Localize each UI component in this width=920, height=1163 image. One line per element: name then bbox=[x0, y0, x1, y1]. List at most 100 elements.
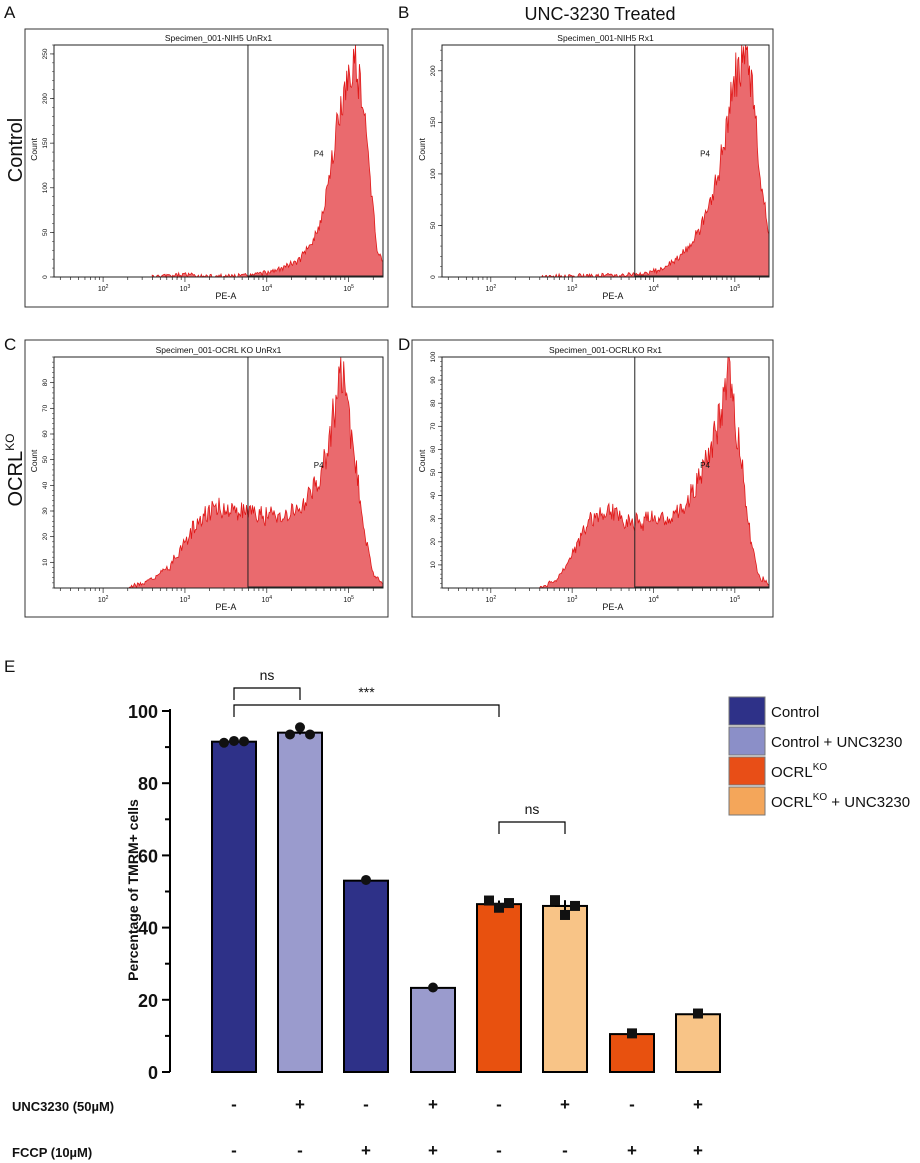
panel-d-y-tick-label: 10 bbox=[430, 561, 437, 569]
unc3230-sign: - bbox=[496, 1095, 502, 1114]
y-axis-label: Percentage of TMRM+ cells bbox=[125, 799, 141, 981]
data-point bbox=[550, 895, 560, 906]
y-tick-label: 40 bbox=[138, 919, 158, 939]
significance-bracket bbox=[233, 704, 500, 717]
panel-d-x-tick-label: 103 bbox=[567, 595, 578, 604]
panel-c-y-label: Count bbox=[29, 449, 39, 472]
y-tick-label: 100 bbox=[128, 702, 158, 722]
panel-b-plot-area bbox=[441, 44, 770, 278]
panel-d-x-label: PE-A bbox=[602, 602, 623, 612]
bar-4 bbox=[410, 986, 456, 1074]
unc3230-sign: + bbox=[428, 1095, 438, 1114]
panel-a-y-tick-label: 150 bbox=[42, 137, 49, 148]
panel-d-y-tick-label: 100 bbox=[430, 351, 437, 362]
panel-d-y-label: Count bbox=[417, 449, 427, 472]
legend-swatch bbox=[728, 726, 766, 756]
fccp-sign: - bbox=[496, 1141, 502, 1160]
panel-b-x-tick-label: 102 bbox=[486, 284, 497, 293]
panel-b-title: Specimen_001-NIH5 Rx1 bbox=[557, 33, 654, 43]
panel-a-y-label: Count bbox=[29, 137, 39, 160]
legend-swatch bbox=[728, 786, 766, 816]
unc3230-sign: - bbox=[629, 1095, 635, 1114]
panel-b-gate-label: P4 bbox=[700, 149, 710, 158]
panel-a-x-label: PE-A bbox=[215, 291, 236, 301]
panel-b-x-tick-label: 104 bbox=[648, 284, 659, 293]
bar-8 bbox=[675, 1013, 721, 1073]
panel-d-y-tick-label: 50 bbox=[430, 469, 437, 477]
fccp-sign: + bbox=[627, 1141, 637, 1160]
data-point bbox=[693, 1008, 703, 1019]
panel-b-y-label: Count bbox=[417, 137, 427, 160]
unc3230-sign: + bbox=[693, 1095, 703, 1114]
y-tick-label: 60 bbox=[138, 846, 158, 866]
panel-c-gate-label: P4 bbox=[314, 461, 324, 470]
panel-c-x-tick-label: 103 bbox=[180, 595, 191, 604]
panel-d-histogram-fill bbox=[539, 356, 770, 589]
panel-letter-d: D bbox=[398, 335, 410, 354]
panel-c-x-tick-label: 102 bbox=[98, 595, 109, 604]
panel-d-y-tick-label: 90 bbox=[430, 376, 437, 384]
panel-a-title: Specimen_001-NIH5 UnRx1 bbox=[165, 33, 273, 43]
panel-c-histogram-fill bbox=[127, 356, 384, 589]
panel-a-histogram: Specimen_001-NIH5 UnRx1 P4 102 103 104 105 PE-… bbox=[24, 28, 389, 308]
panel-d-x-tick-label: 104 bbox=[648, 595, 659, 604]
legend-label: OCRLKO + UNC3230 bbox=[771, 792, 910, 811]
panel-b-y-tick-label: 100 bbox=[430, 168, 437, 179]
panel-b-y-tick-label: 200 bbox=[430, 65, 437, 76]
panel-b-histogram: Specimen_001-NIH5 Rx1 P4 102 103 104 105 PE-A 0… bbox=[411, 28, 774, 308]
data-point bbox=[428, 982, 438, 993]
panel-c-y-tick-label: 70 bbox=[42, 404, 49, 412]
data-point bbox=[560, 909, 570, 920]
significance-bracket bbox=[498, 821, 566, 834]
bar-2 bbox=[277, 731, 323, 1073]
row-label-control: Control bbox=[5, 118, 27, 182]
bar-3 bbox=[343, 879, 389, 1073]
y-tick-label: 80 bbox=[138, 774, 158, 794]
panel-c-y-tick-label: 30 bbox=[42, 507, 49, 515]
unc3230-sign: - bbox=[363, 1095, 369, 1114]
bar-5 bbox=[476, 903, 522, 1074]
panel-d-y-tick-label: 80 bbox=[430, 399, 437, 407]
panel-b-y-tick-label: 150 bbox=[430, 117, 437, 128]
significance-label: ns bbox=[260, 667, 275, 683]
panel-a-x-tick-label: 104 bbox=[261, 284, 272, 293]
unc3230-sign: + bbox=[295, 1095, 305, 1114]
panel-a-y-tick-label: 0 bbox=[42, 275, 49, 279]
fccp-sign: - bbox=[297, 1141, 303, 1160]
panel-letter-c: C bbox=[4, 335, 16, 354]
panel-c-y-tick-label: 80 bbox=[42, 379, 49, 387]
significance-label: *** bbox=[358, 684, 375, 700]
panel-c-y-tick-label: 10 bbox=[42, 558, 49, 566]
panel-a-y-tick-label: 50 bbox=[42, 228, 49, 236]
unc3230-sign: + bbox=[560, 1095, 570, 1114]
y-tick-label: 20 bbox=[138, 991, 158, 1011]
panel-letter-a: A bbox=[4, 3, 16, 22]
bar-1 bbox=[211, 740, 257, 1073]
panel-d-x-tick-label: 105 bbox=[730, 595, 741, 604]
y-tick-label: 0 bbox=[148, 1063, 158, 1083]
panel-b-x-label: PE-A bbox=[602, 291, 623, 301]
data-point bbox=[361, 874, 371, 885]
row-label-ocrl-ko: OCRLKO bbox=[3, 434, 27, 507]
legend-label: Control bbox=[771, 704, 819, 721]
data-point bbox=[229, 735, 239, 746]
data-point bbox=[484, 895, 494, 906]
bar-7 bbox=[609, 1033, 655, 1073]
panel-c-x-label: PE-A bbox=[215, 602, 236, 612]
panel-d-y-tick-label: 20 bbox=[430, 538, 437, 546]
legend-swatch bbox=[728, 696, 766, 726]
panel-a-x-tick-label: 103 bbox=[180, 284, 191, 293]
data-point bbox=[239, 736, 249, 747]
panel-c-y-tick-label: 60 bbox=[42, 430, 49, 438]
panel-d-y-tick-label: 70 bbox=[430, 422, 437, 430]
panel-e-bar-chart: 0 20 40 60 80 100 Percentage of TMRM+ cells - - +… bbox=[12, 667, 910, 1160]
panel-d-x-tick-label: 102 bbox=[486, 595, 497, 604]
unc3230-sign: - bbox=[231, 1095, 237, 1114]
panel-letter-b: B bbox=[398, 3, 409, 22]
panel-b-x-tick-label: 105 bbox=[730, 284, 741, 293]
data-point bbox=[494, 902, 504, 913]
panel-letter-e: E bbox=[4, 657, 15, 676]
data-point bbox=[570, 900, 580, 911]
data-point bbox=[305, 729, 315, 740]
